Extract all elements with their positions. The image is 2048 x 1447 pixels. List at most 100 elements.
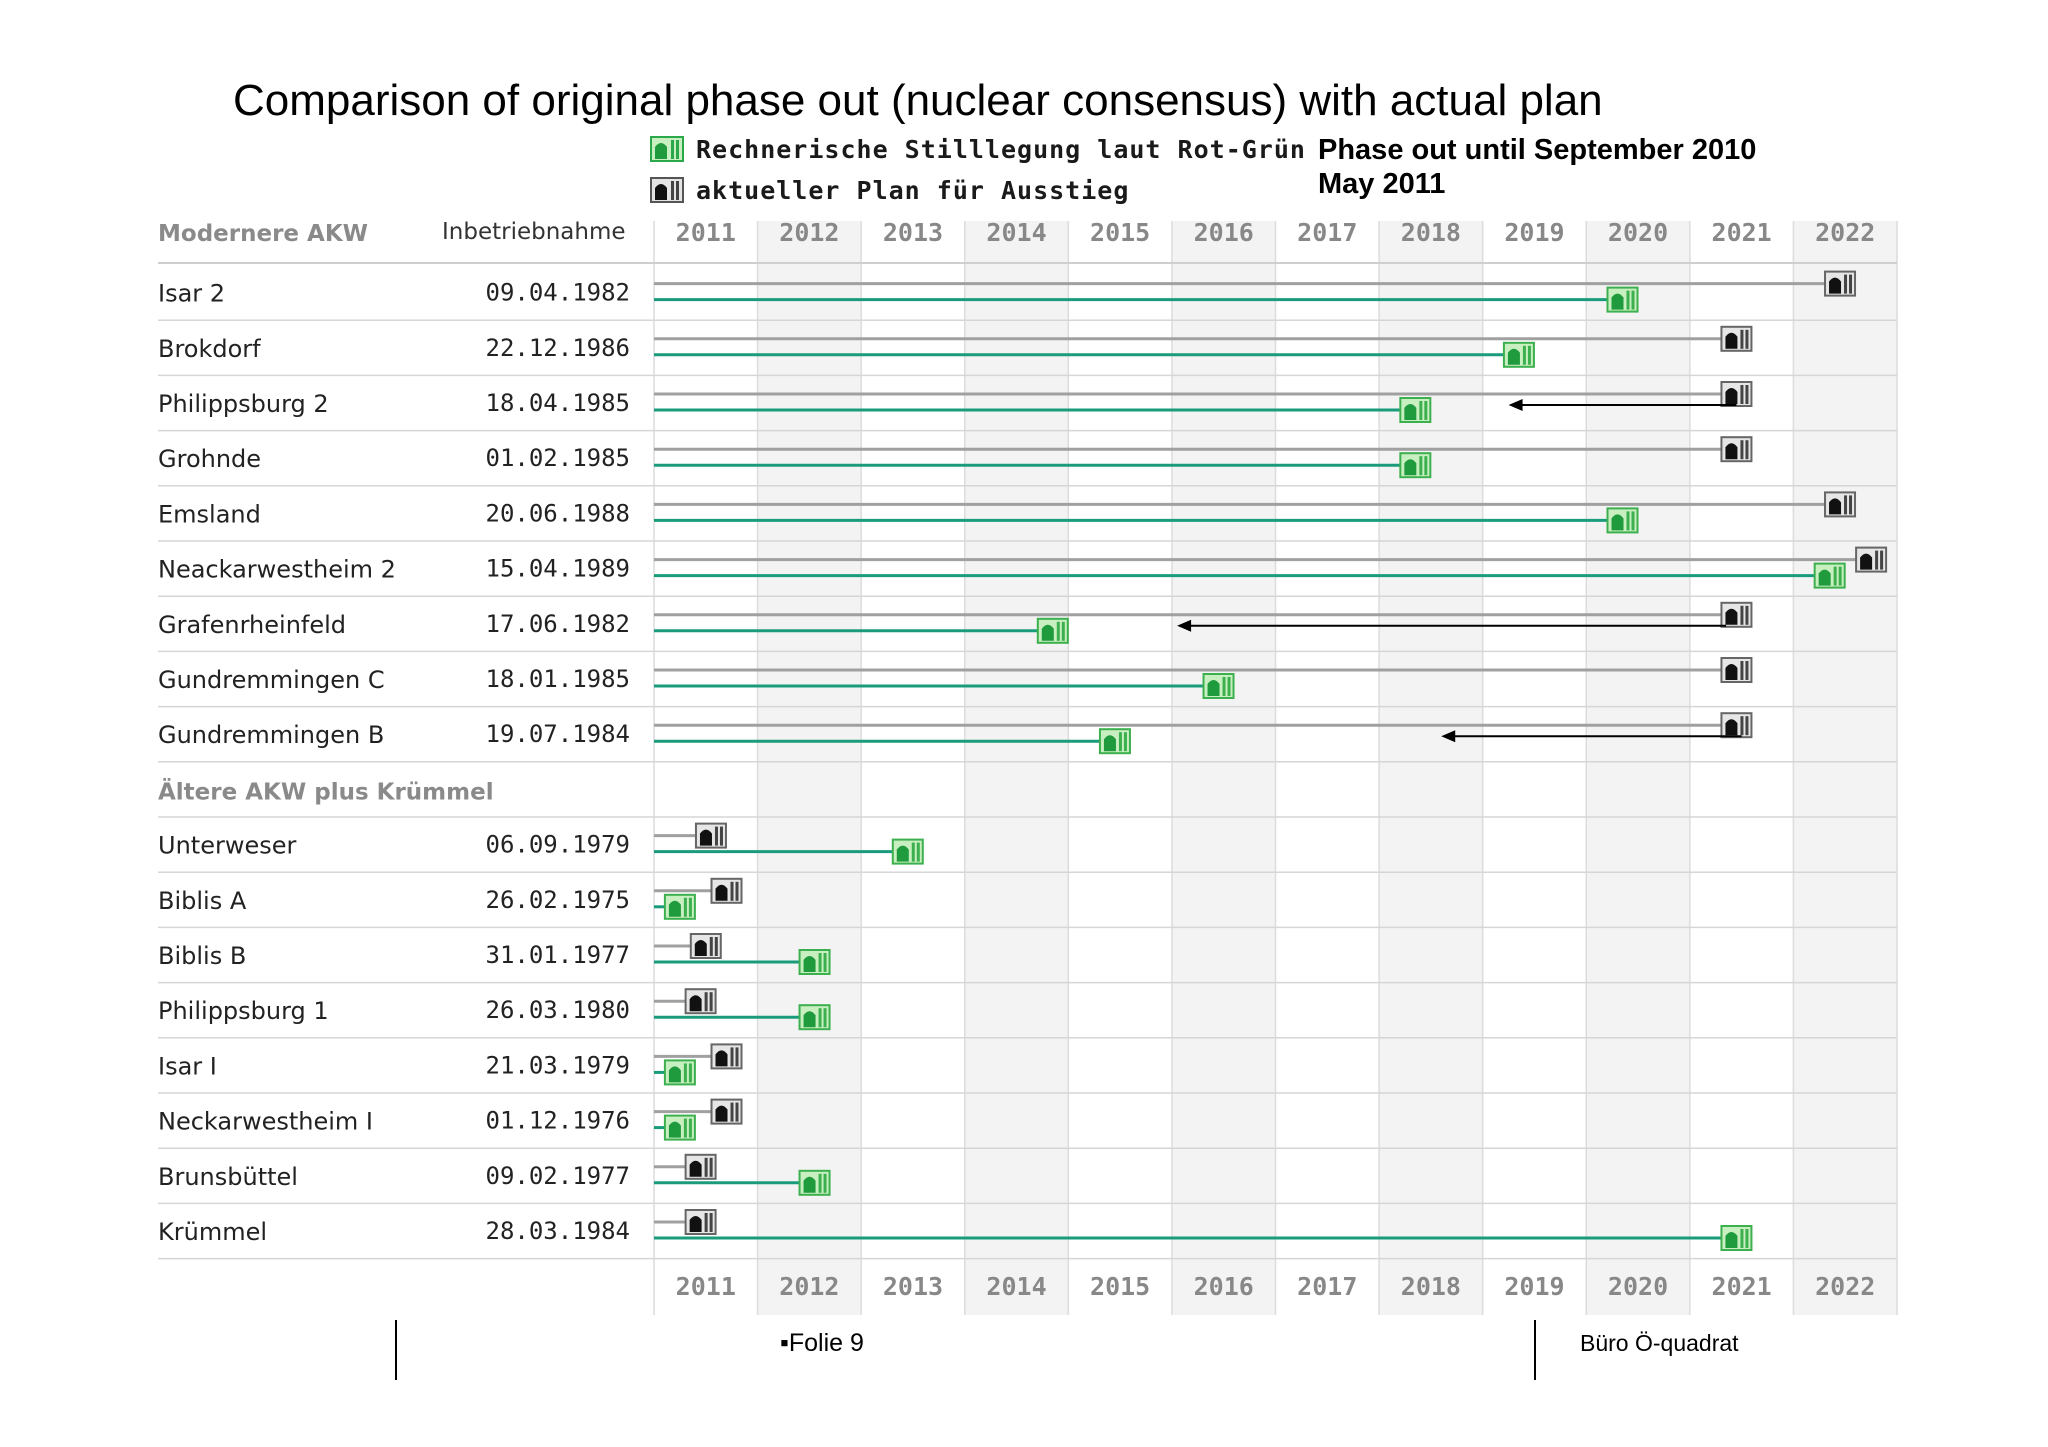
black-reactor-icon bbox=[689, 933, 722, 959]
year-column-shade bbox=[1586, 221, 1690, 1315]
green-reactor-icon-part bbox=[1745, 1229, 1749, 1248]
note-phase-out: Phase out until September 2010 bbox=[1318, 134, 1757, 166]
black-reactor-icon-part bbox=[699, 829, 712, 846]
black-reactor-icon-part bbox=[689, 995, 702, 1012]
black-reactor-icon-part bbox=[1745, 716, 1749, 736]
year-column-shade bbox=[757, 221, 862, 1315]
green-reactor-icon bbox=[1399, 452, 1432, 479]
black-reactor-icon-part bbox=[689, 1216, 702, 1232]
commissioning-date: 21.03.1979 bbox=[486, 1051, 631, 1079]
green-reactor-icon-part bbox=[1626, 290, 1630, 310]
plant-name: Neckarwestheim I bbox=[158, 1108, 373, 1136]
commissioning-date: 20.06.1988 bbox=[486, 499, 631, 527]
shift-arrow-head bbox=[1177, 619, 1192, 632]
black-reactor-icon-part bbox=[1849, 495, 1853, 515]
green-reactor-icon bbox=[650, 136, 684, 162]
green-reactor-icon bbox=[798, 949, 831, 975]
year-tick-bottom: 2011 bbox=[676, 1272, 736, 1301]
green-reactor-icon-part bbox=[683, 1118, 687, 1138]
year-tick-bottom: 2018 bbox=[1401, 1272, 1461, 1301]
black-reactor-icon-part bbox=[1740, 716, 1744, 736]
note-may-2011: May 2011 bbox=[1318, 168, 1446, 200]
black-reactor-icon bbox=[1720, 712, 1753, 739]
black-reactor-icon-part bbox=[1745, 661, 1749, 680]
black-reactor-icon-part bbox=[1725, 664, 1738, 680]
footer-office: Büro Ö-quadrat bbox=[1580, 1330, 1739, 1356]
green-reactor-icon-part bbox=[688, 897, 692, 917]
black-reactor-icon-part bbox=[1849, 274, 1853, 294]
year-tick-top: 2021 bbox=[1712, 218, 1772, 247]
year-tick-bottom: 2020 bbox=[1608, 1272, 1668, 1301]
green-reactor-icon-part bbox=[1611, 293, 1624, 310]
green-reactor-icon bbox=[798, 1004, 831, 1031]
green-reactor-icon-part bbox=[1424, 401, 1428, 420]
green-reactor-icon-part bbox=[1631, 290, 1635, 310]
header-inbetriebnahme: Inbetriebnahme bbox=[442, 219, 626, 245]
black-reactor-icon-part bbox=[1829, 277, 1842, 294]
black-reactor-icon-part bbox=[704, 1157, 708, 1177]
black-reactor-icon bbox=[710, 1098, 743, 1125]
black-reactor-icon-part bbox=[694, 940, 707, 956]
green-reactor-icon bbox=[798, 1169, 831, 1196]
green-reactor-icon-part bbox=[688, 1118, 692, 1138]
black-reactor-icon bbox=[710, 877, 743, 904]
header-modernere-akw: Modernere AKW bbox=[158, 221, 368, 247]
green-reactor-icon-part bbox=[1207, 680, 1220, 696]
commissioning-date: 01.12.1976 bbox=[486, 1107, 631, 1135]
year-tick-top: 2013 bbox=[883, 218, 943, 247]
year-column-shade bbox=[1171, 221, 1276, 1315]
black-reactor-icon-part bbox=[730, 1047, 734, 1067]
commissioning-date: 26.02.1975 bbox=[486, 886, 631, 914]
year-tick-bottom: 2021 bbox=[1712, 1272, 1772, 1301]
commissioning-date: 19.07.1984 bbox=[486, 720, 631, 748]
green-reactor-icon-part bbox=[1118, 732, 1122, 752]
black-reactor-icon-part bbox=[735, 1047, 739, 1067]
green-reactor-icon-part bbox=[668, 900, 681, 917]
green-reactor-icon bbox=[891, 838, 924, 865]
black-reactor-icon bbox=[1720, 325, 1753, 352]
year-tick-bottom: 2014 bbox=[986, 1272, 1046, 1301]
commissioning-date: 28.03.1984 bbox=[486, 1217, 631, 1245]
plant-name: Philippsburg 2 bbox=[158, 390, 329, 418]
footer-divider-right bbox=[1534, 1320, 1536, 1380]
commissioning-date: 18.01.1985 bbox=[486, 665, 631, 693]
year-tick-top: 2017 bbox=[1297, 218, 1357, 247]
black-reactor-icon-part bbox=[1725, 719, 1738, 736]
commissioning-date: 01.02.1985 bbox=[486, 444, 631, 472]
black-reactor-icon-part bbox=[1740, 440, 1744, 460]
black-reactor-icon bbox=[694, 822, 727, 849]
green-reactor-icon-part bbox=[1527, 345, 1531, 365]
year-tick-bottom: 2013 bbox=[883, 1272, 943, 1301]
green-reactor-icon bbox=[1502, 341, 1535, 368]
black-reactor-icon bbox=[1855, 546, 1888, 573]
black-reactor-icon bbox=[650, 177, 684, 203]
black-reactor-icon-part bbox=[1745, 329, 1749, 349]
commissioning-date: 09.02.1977 bbox=[486, 1162, 631, 1190]
black-reactor-icon-part bbox=[714, 826, 718, 846]
plant-name: Biblis B bbox=[158, 942, 246, 970]
green-reactor-icon-part bbox=[1404, 404, 1417, 420]
year-tick-top: 2012 bbox=[779, 218, 839, 247]
black-reactor-icon-part bbox=[715, 1050, 728, 1067]
black-reactor-icon-part bbox=[1829, 498, 1842, 515]
plant-name: Philippsburg 1 bbox=[158, 997, 329, 1025]
green-reactor-icon-part bbox=[803, 956, 816, 972]
black-reactor-icon-part bbox=[715, 884, 728, 901]
black-reactor-icon-part bbox=[709, 1213, 713, 1232]
green-reactor-icon-part bbox=[1227, 677, 1231, 696]
green-reactor-icon-part bbox=[823, 953, 827, 972]
black-reactor-icon-part bbox=[1740, 385, 1744, 404]
green-reactor-icon-part bbox=[683, 897, 687, 917]
black-reactor-icon-part bbox=[730, 1102, 734, 1122]
legend-item-actual: aktueller Plan für Ausstieg bbox=[650, 175, 1129, 205]
black-reactor-icon-part bbox=[704, 1213, 708, 1232]
black-reactor-icon-part bbox=[1875, 550, 1879, 570]
black-reactor-icon-part bbox=[704, 992, 708, 1012]
black-reactor-icon-part bbox=[735, 1102, 739, 1122]
black-reactor-icon-part bbox=[1740, 661, 1744, 680]
plant-name: Brunsbüttel bbox=[158, 1163, 298, 1191]
green-reactor-icon bbox=[663, 1114, 696, 1141]
green-reactor-icon-part bbox=[1611, 514, 1624, 531]
year-tick-top: 2018 bbox=[1401, 218, 1461, 247]
black-reactor-icon-part bbox=[1740, 329, 1744, 349]
